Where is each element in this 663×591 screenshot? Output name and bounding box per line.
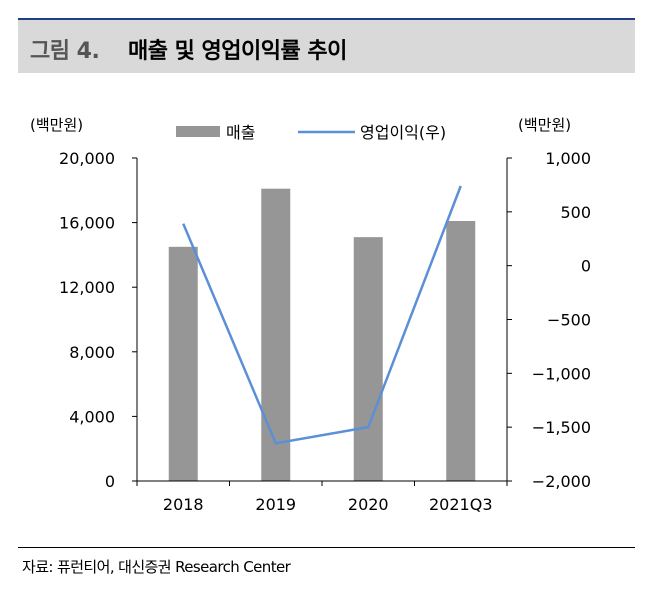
bottom-rule xyxy=(18,547,635,548)
x-tick-label: 2020 xyxy=(348,495,389,514)
x-tick-label: 2018 xyxy=(163,495,204,514)
right-tick-label: −1,500 xyxy=(532,418,591,437)
operating-profit-line xyxy=(182,185,462,445)
x-tick-label: 2021Q3 xyxy=(429,495,493,514)
legend-swatch-bar xyxy=(176,126,220,137)
legend-label-operating-profit: 영업이익(우) xyxy=(360,123,446,142)
revenue-bar xyxy=(261,188,291,481)
right-unit-label: (백만원) xyxy=(518,116,571,134)
left-unit-label: (백만원) xyxy=(30,116,83,134)
legend: 매출 영업이익(우) xyxy=(176,123,446,142)
top-rule xyxy=(18,18,635,20)
legend-label-revenue: 매출 xyxy=(226,123,255,142)
revenue-bar xyxy=(353,237,383,481)
right-tick-label: 1,000 xyxy=(545,149,591,168)
title-bar: 그림 4. 매출 및 영업이익률 추이 xyxy=(18,20,635,73)
left-tick-label: 4,000 xyxy=(69,407,115,426)
left-tick-label: 16,000 xyxy=(59,214,115,233)
figure-title: 매출 및 영업이익률 추이 xyxy=(128,39,347,64)
right-tick-label: 0 xyxy=(581,257,591,276)
left-tick-label: 8,000 xyxy=(69,343,115,362)
source-note: 자료: 퓨런티어, 대신증권 Research Center xyxy=(22,558,291,576)
axes: 0 4,000 8,000 12,000 16,000 20,000 −2,000 −1,50… xyxy=(59,149,591,514)
right-tick-label: −500 xyxy=(547,311,591,330)
figure-label: 그림 4. xyxy=(30,39,100,64)
revenue-bar xyxy=(168,246,198,481)
left-tick-label: 20,000 xyxy=(59,149,115,168)
revenue-bar xyxy=(446,220,476,482)
right-tick-label: 500 xyxy=(560,203,591,222)
left-tick-label: 12,000 xyxy=(59,278,115,297)
right-tick-label: −1,000 xyxy=(532,364,591,383)
left-tick-label: 0 xyxy=(105,472,115,491)
line-series xyxy=(182,185,462,445)
bar-series xyxy=(168,188,476,482)
right-tick-label: −2,000 xyxy=(532,472,591,491)
x-tick-label: 2019 xyxy=(255,495,296,514)
